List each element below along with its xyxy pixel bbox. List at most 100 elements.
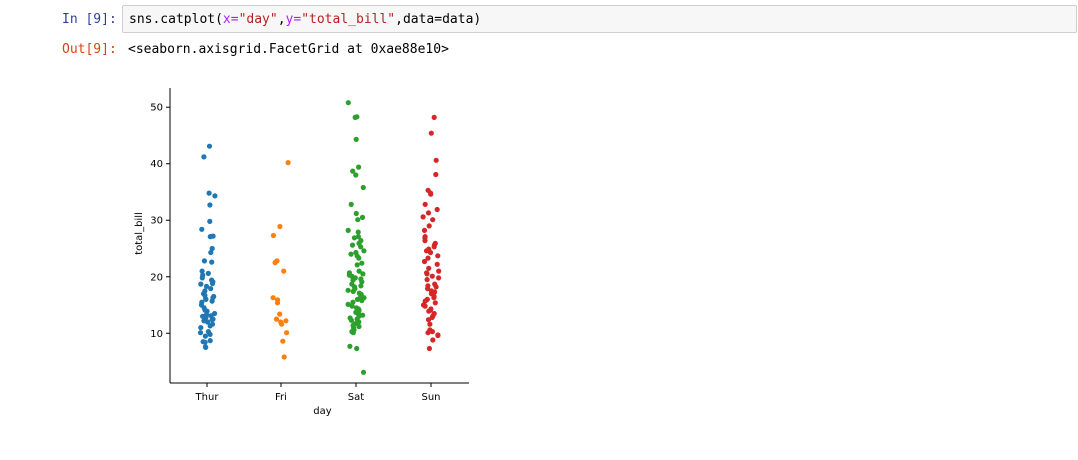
data-point (426, 345, 432, 352)
data-point (347, 343, 353, 349)
data-point (350, 277, 356, 283)
data-point (205, 319, 211, 325)
data-point (349, 242, 356, 248)
points-layer (197, 100, 442, 375)
data-point (436, 275, 442, 281)
x-axis-label: day (313, 406, 331, 417)
data-point (207, 202, 213, 208)
data-point (359, 214, 366, 220)
data-point (207, 338, 213, 344)
data-point (429, 273, 435, 279)
data-point (284, 330, 290, 336)
data-point (356, 268, 362, 274)
data-point (432, 300, 438, 306)
data-point (270, 295, 276, 301)
data-point (350, 330, 356, 336)
data-point (436, 268, 442, 274)
data-point (207, 323, 213, 329)
data-point (424, 271, 430, 277)
data-point (203, 296, 209, 302)
x-tick-label-thur: Thur (195, 392, 220, 403)
data-point (345, 301, 351, 307)
data-point (358, 244, 364, 250)
data-point (428, 191, 434, 197)
x-axis-ticks: Thur Fri Sat Sun (195, 383, 441, 403)
data-point (277, 311, 283, 317)
data-point (273, 316, 280, 322)
data-point (281, 268, 287, 274)
data-point (424, 277, 430, 283)
data-point (353, 210, 359, 217)
x-tick-label-sat: Sat (348, 392, 364, 403)
data-point (206, 143, 213, 149)
data-point (356, 323, 362, 330)
data-point (203, 344, 209, 350)
data-point (348, 251, 354, 257)
data-point (434, 206, 440, 213)
data-point (435, 253, 441, 259)
data-point (345, 227, 351, 233)
data-point (427, 249, 434, 256)
data-point (435, 332, 441, 339)
data-point (207, 331, 213, 337)
y-tick-label: 20 (150, 272, 163, 283)
data-point (360, 369, 367, 375)
data-point (281, 354, 287, 360)
data-point (433, 171, 439, 178)
data-point (345, 287, 351, 293)
data-point (425, 255, 431, 261)
data-point (209, 317, 215, 323)
data-point (422, 298, 428, 304)
data-point (198, 325, 204, 331)
data-point (430, 217, 436, 223)
output-prompt: Out[9]: (62, 42, 117, 57)
data-point (421, 227, 428, 233)
data-point (199, 268, 205, 274)
data-point (349, 303, 355, 309)
y-axis-ticks: 10 20 30 40 50 (150, 103, 170, 340)
data-point (422, 201, 428, 207)
y-tick-label: 10 (150, 329, 163, 340)
data-point (421, 258, 428, 265)
data-point (207, 218, 213, 224)
data-point (203, 283, 210, 289)
data-point (355, 229, 361, 235)
code-cell[interactable]: sns.catplot(x="day",y="total_bill",data=… (122, 5, 1077, 33)
data-point (422, 303, 428, 309)
data-point (426, 265, 432, 271)
code-x-kw: x= (222, 12, 239, 27)
data-point (345, 100, 351, 106)
data-point (425, 210, 432, 216)
data-point (348, 317, 354, 323)
data-point (356, 164, 362, 170)
data-point (209, 298, 215, 304)
data-point (350, 288, 356, 294)
code-comma-1: , (277, 12, 286, 27)
data-point (429, 329, 435, 335)
series-fri (270, 160, 291, 360)
data-point (426, 308, 432, 314)
data-point (360, 184, 366, 191)
data-point (283, 318, 289, 324)
data-point (208, 249, 214, 256)
data-point (354, 345, 360, 352)
data-point (431, 295, 437, 301)
data-point (209, 245, 215, 252)
series-thur (197, 143, 218, 350)
output-repr: <seaborn.axisgrid.FacetGrid at 0xae88e10… (128, 42, 449, 57)
x-tick-label-fri: Fri (275, 392, 287, 403)
data-point (425, 286, 431, 292)
data-point (205, 270, 211, 276)
data-point (425, 330, 431, 336)
data-point (270, 232, 276, 239)
data-point (420, 214, 426, 220)
data-point (431, 244, 437, 250)
code-line[interactable]: sns.catplot(x="day",y="total_bill",data=… (129, 11, 481, 29)
data-point (425, 317, 432, 323)
data-point (199, 226, 205, 232)
series-sun (420, 114, 442, 352)
data-point (350, 168, 356, 174)
code-x-val: "day" (238, 12, 278, 27)
data-point (431, 114, 437, 120)
data-point (280, 338, 286, 344)
